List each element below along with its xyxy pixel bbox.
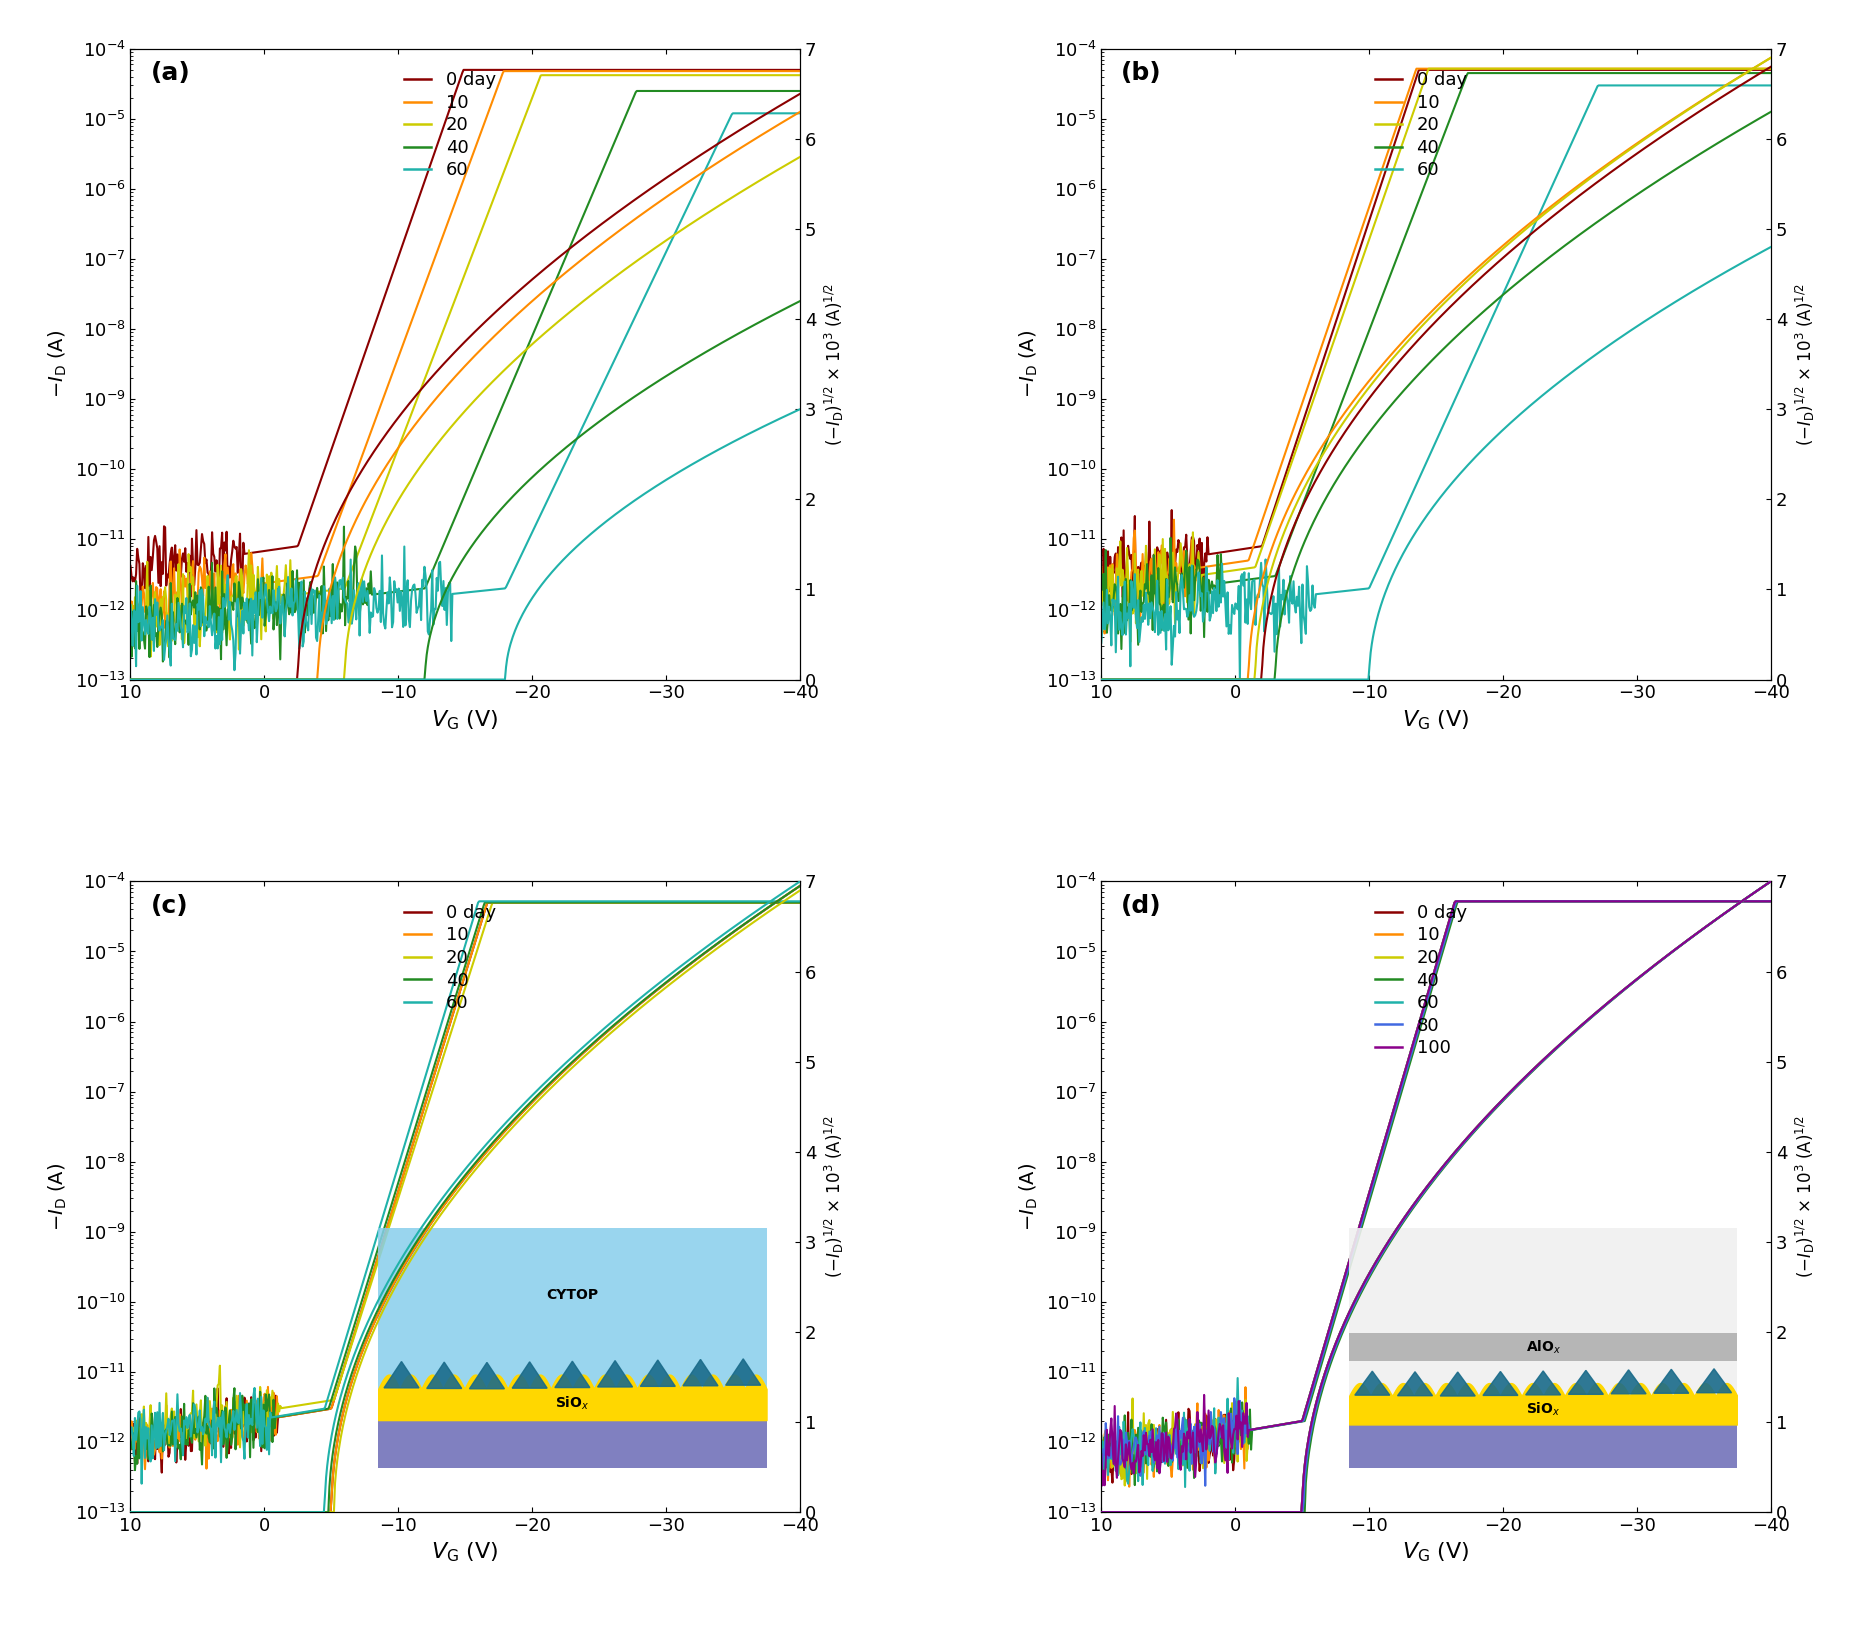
Y-axis label: $-I_{\mathrm{D}}$ (A): $-I_{\mathrm{D}}$ (A) — [1018, 1163, 1040, 1231]
Legend: 0 day, 10, 20, 40, 60: 0 day, 10, 20, 40, 60 — [1368, 63, 1474, 187]
Y-axis label: $(-I_{\mathrm{D}})^{1/2}$ × 10$^{3}$ (A)$^{1/2}$: $(-I_{\mathrm{D}})^{1/2}$ × 10$^{3}$ (A)… — [1795, 1115, 1817, 1278]
Text: (a): (a) — [151, 62, 190, 86]
X-axis label: $V_{\mathrm{G}}$ (V): $V_{\mathrm{G}}$ (V) — [431, 707, 500, 732]
X-axis label: $V_{\mathrm{G}}$ (V): $V_{\mathrm{G}}$ (V) — [431, 1540, 500, 1564]
Text: (b): (b) — [1122, 62, 1161, 86]
Y-axis label: $(-I_{\mathrm{D}})^{1/2}$ × 10$^{3}$ (A)$^{1/2}$: $(-I_{\mathrm{D}})^{1/2}$ × 10$^{3}$ (A)… — [824, 283, 846, 446]
Legend: 0 day, 10, 20, 40, 60, 80, 100: 0 day, 10, 20, 40, 60, 80, 100 — [1368, 898, 1474, 1065]
Y-axis label: $-I_{\mathrm{D}}$ (A): $-I_{\mathrm{D}}$ (A) — [1018, 330, 1040, 398]
Text: (c): (c) — [151, 894, 188, 919]
Text: (d): (d) — [1122, 894, 1161, 919]
Legend: 0 day, 10, 20, 40, 60: 0 day, 10, 20, 40, 60 — [397, 63, 503, 187]
Y-axis label: $(-I_{\mathrm{D}})^{1/2}$ × 10$^{3}$ (A)$^{1/2}$: $(-I_{\mathrm{D}})^{1/2}$ × 10$^{3}$ (A)… — [1795, 283, 1817, 446]
X-axis label: $V_{\mathrm{G}}$ (V): $V_{\mathrm{G}}$ (V) — [1402, 707, 1471, 732]
X-axis label: $V_{\mathrm{G}}$ (V): $V_{\mathrm{G}}$ (V) — [1402, 1540, 1471, 1564]
Y-axis label: $(-I_{\mathrm{D}})^{1/2}$ × 10$^{3}$ (A)$^{1/2}$: $(-I_{\mathrm{D}})^{1/2}$ × 10$^{3}$ (A)… — [824, 1115, 846, 1278]
Legend: 0 day, 10, 20, 40, 60: 0 day, 10, 20, 40, 60 — [397, 898, 503, 1020]
Y-axis label: $-I_{\mathrm{D}}$ (A): $-I_{\mathrm{D}}$ (A) — [47, 1163, 69, 1231]
Y-axis label: $-I_{\mathrm{D}}$ (A): $-I_{\mathrm{D}}$ (A) — [47, 330, 69, 398]
